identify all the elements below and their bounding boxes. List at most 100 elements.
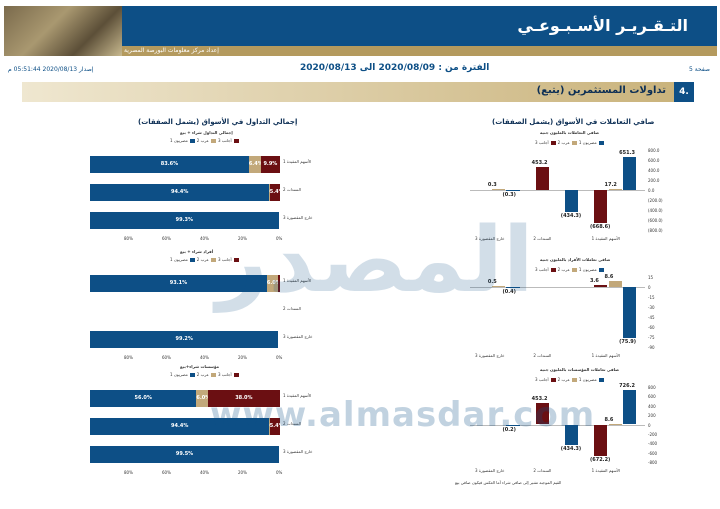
legend-swatch <box>571 378 577 382</box>
legend-label: أجانب 3 <box>217 257 232 262</box>
category-label: خارج المقصورة 3 <box>475 468 505 473</box>
right-panel-title: صافي التعاملات في الأسواق (يشمل الصفقات) <box>492 118 655 126</box>
net-bar-label: (434.3) <box>560 445 582 452</box>
share-segment: 99.2% <box>90 331 279 348</box>
share-row: 93.1%6.0% <box>90 275 280 292</box>
section-number: 4. <box>674 82 694 102</box>
x-tick-label: 60% <box>162 355 171 360</box>
share-segment: 93.1% <box>90 275 267 292</box>
legend-label: عرب 2 <box>196 257 209 262</box>
legend-label: مصريون 1 <box>578 140 597 145</box>
y-tick-label: -30 <box>648 305 655 310</box>
legend-swatch <box>233 258 239 262</box>
y-tick-label: -600 <box>648 450 658 456</box>
page-number: صفحة 5 <box>689 66 710 73</box>
legend-label: أجانب 3 <box>217 372 232 377</box>
x-tick-label: 40% <box>200 470 209 475</box>
y-tick-label: -75 <box>648 335 655 340</box>
legend-swatch <box>210 373 216 377</box>
share-chart-title: إجمالي التداول شراء + بيع <box>180 130 233 135</box>
watermark-logo: المصدر <box>216 208 534 313</box>
net-bar <box>506 190 520 191</box>
category-label: الأسهم المقيدة 1 <box>283 393 312 398</box>
x-tick-label: 60% <box>162 236 171 241</box>
category-label: السندات 2 <box>533 468 552 473</box>
y-tick-label: (600.0) <box>648 218 663 223</box>
share-chart-title: أفراد شراء + بيع <box>180 249 214 254</box>
net-bar-label: 3.6 <box>589 277 599 284</box>
zero-line <box>470 287 645 288</box>
section-bar <box>22 82 687 102</box>
legend-label: مصريون 1 <box>170 138 188 143</box>
net-bar-label: (0.2) <box>502 426 516 433</box>
net-bar-label: (0.3) <box>502 192 516 198</box>
net-bar-label: 0.3 <box>487 182 497 188</box>
net-bar <box>593 190 608 224</box>
net-bar-label: 0.5 <box>487 279 497 285</box>
x-tick-label: 80% <box>124 355 133 360</box>
net-chart-title: صافي تعاملات الأفراد بالمليون جنيه <box>540 257 611 262</box>
category-label: السندات 2 <box>283 187 301 192</box>
header-photo <box>4 6 122 56</box>
legend-label: عرب 2 <box>196 372 209 377</box>
net-bar-label: 453.2 <box>531 396 548 403</box>
y-tick-label: (800.0) <box>648 228 663 233</box>
category-label: خارج المقصورة 3 <box>475 353 505 358</box>
legend-label: مصريون 1 <box>578 377 597 382</box>
y-tick-label: (400.0) <box>648 208 663 213</box>
net-bar-label: 17.2 <box>604 182 617 188</box>
report-title: التـقـريـر الأسـبـوعـي <box>517 16 688 35</box>
category-label: السندات 2 <box>283 306 301 311</box>
share-segment: 5.4% <box>269 184 280 201</box>
net-bar <box>564 424 578 445</box>
net-chart-legend: مصريون 1 عرب 2 أجانب 3 <box>535 377 606 382</box>
legend-swatch <box>233 139 239 143</box>
net-bar-label: (75.9) <box>619 338 637 345</box>
legend-swatch <box>571 141 577 145</box>
y-tick-label: 400 <box>648 403 656 409</box>
legend-swatch <box>233 373 239 377</box>
legend-swatch <box>598 141 604 145</box>
x-tick-label: 0% <box>276 470 283 475</box>
y-tick-label: -400 <box>648 441 658 447</box>
legend-swatch <box>550 268 556 272</box>
category-label: الأسهم المقيدة 1 <box>591 236 621 241</box>
share-chart-title: مؤسسات شراء+بيع <box>180 364 219 369</box>
x-tick-label: 0% <box>276 355 283 360</box>
legend-swatch <box>598 268 604 272</box>
net-bar <box>491 189 505 190</box>
net-bar-label: (434.3) <box>560 212 582 219</box>
legend-label: أجانب 3 <box>535 377 549 382</box>
share-segment: 6.0% <box>196 390 208 407</box>
y-tick-label: 600.0 <box>648 158 660 163</box>
category-label: الأسهم المقيدة 1 <box>591 468 621 473</box>
y-tick-label: 800.0 <box>648 148 660 153</box>
net-chart-title: صافي التعاملات بالمليون جنيه <box>540 130 599 135</box>
share-segment: 6.0% <box>266 275 279 292</box>
net-bar <box>608 281 622 287</box>
category-label: خارج المقصورة 3 <box>283 449 313 454</box>
x-tick-label: 80% <box>124 470 133 475</box>
category-label: السندات 2 <box>283 421 301 426</box>
legend-swatch <box>210 258 216 262</box>
share-segment: 83.6% <box>90 156 249 173</box>
legend-swatch <box>571 268 577 272</box>
net-bar-label: 8.6 <box>604 274 614 281</box>
category-label: الأسهم المقيدة 1 <box>591 353 621 358</box>
legend-swatch <box>210 139 216 143</box>
legend-label: عرب 2 <box>557 377 570 382</box>
footnote: القيم الموجبة تشير إلى صافي شراء أما الع… <box>455 480 562 485</box>
category-label: الأسهم المقيدة 1 <box>283 159 312 164</box>
y-tick-label: 0.0 <box>648 188 655 193</box>
share-row: 94.4%0.2%5.4% <box>90 184 280 201</box>
y-tick-label: 400.0 <box>648 168 660 173</box>
legend-label: أجانب 3 <box>535 267 549 272</box>
issuer-strip <box>122 46 717 56</box>
y-tick-label: -45 <box>648 315 655 320</box>
legend-swatch <box>189 139 195 143</box>
x-tick-label: 20% <box>238 236 247 241</box>
net-chart-legend: مصريون 1 عرب 2 أجانب 3 <box>535 267 606 272</box>
share-segment: 99.5% <box>90 446 280 463</box>
x-tick-label: 60% <box>162 470 171 475</box>
share-row: 99.2% <box>90 331 280 348</box>
